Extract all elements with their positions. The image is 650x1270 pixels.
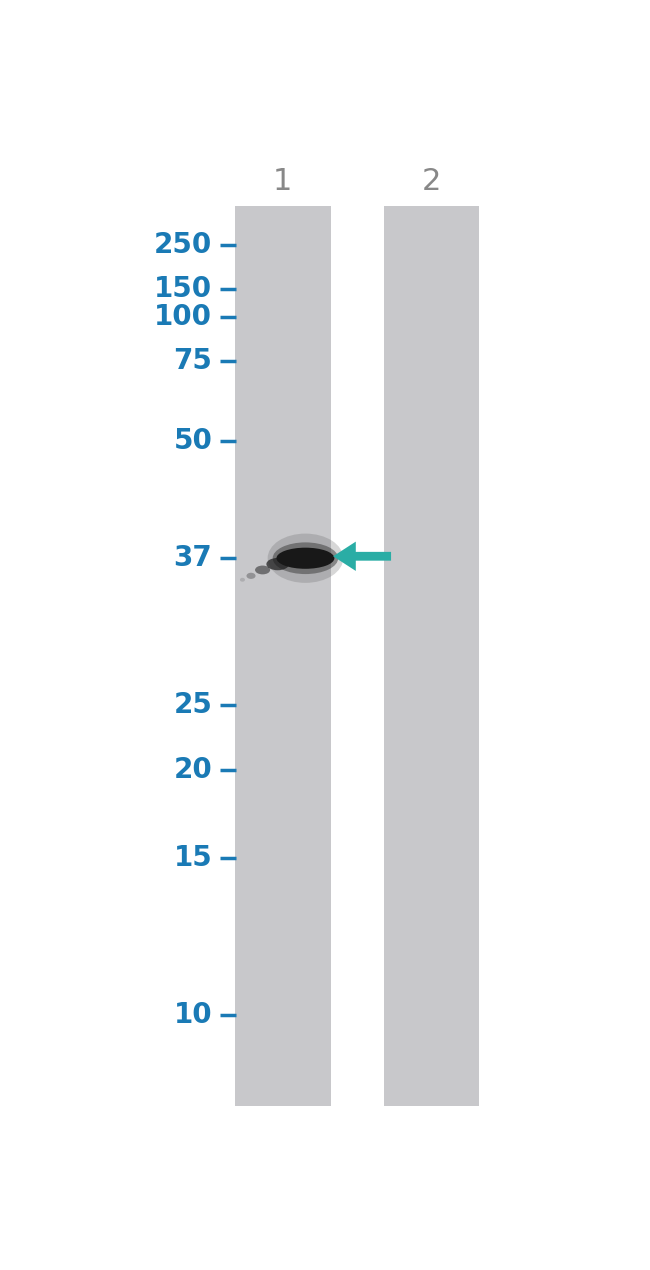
Ellipse shape (240, 578, 245, 582)
Text: 10: 10 (174, 1001, 212, 1029)
Ellipse shape (246, 573, 255, 579)
Bar (235, 206, 331, 1106)
Text: 50: 50 (174, 427, 212, 455)
Ellipse shape (255, 565, 270, 574)
Text: 75: 75 (174, 347, 212, 375)
Text: 2: 2 (422, 168, 441, 197)
Text: 20: 20 (174, 757, 212, 785)
Ellipse shape (266, 558, 289, 570)
Ellipse shape (276, 547, 334, 569)
Text: 250: 250 (154, 231, 212, 259)
FancyArrow shape (333, 541, 391, 572)
Text: 25: 25 (174, 691, 212, 719)
Text: 15: 15 (174, 845, 212, 872)
Text: 1: 1 (273, 168, 292, 197)
Text: 150: 150 (154, 276, 212, 304)
Text: 37: 37 (174, 545, 212, 573)
Ellipse shape (268, 533, 343, 583)
Bar (384, 206, 479, 1106)
Text: 100: 100 (154, 302, 212, 330)
Ellipse shape (273, 542, 338, 574)
